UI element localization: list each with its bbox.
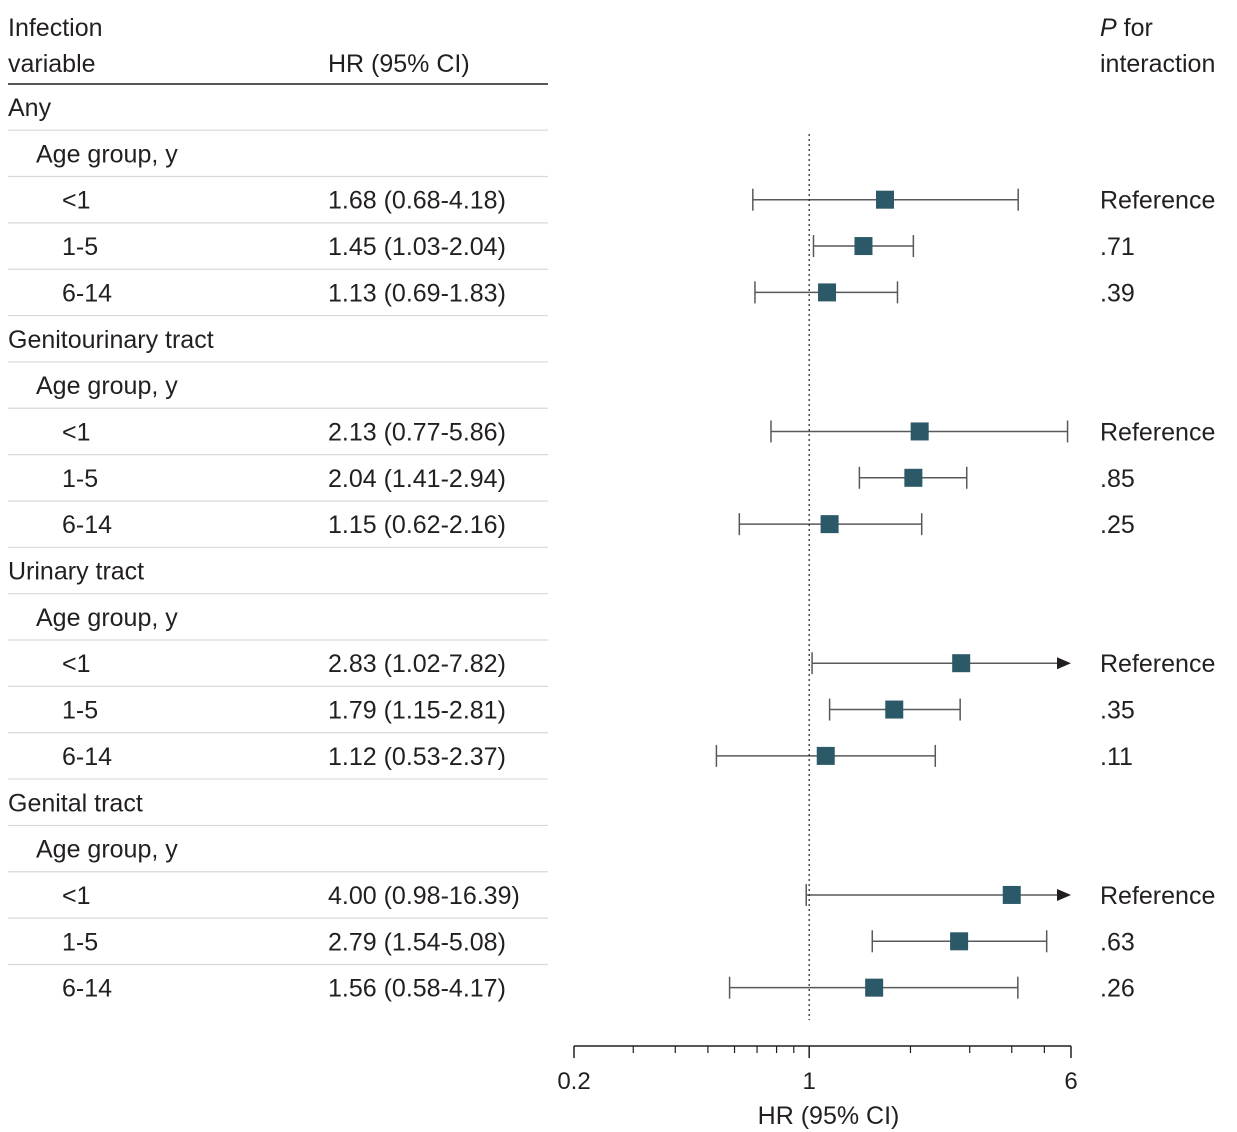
hr-value: 1.79 (1.15-2.81) xyxy=(328,697,506,725)
subgroup-label: Age group, y xyxy=(36,140,178,168)
header-p-rest: for xyxy=(1117,14,1153,42)
age-label: 6-14 xyxy=(62,743,112,771)
ci-arrow xyxy=(1057,657,1071,670)
hr-marker xyxy=(910,422,929,441)
x-axis-title: HR (95% CI) xyxy=(758,1102,900,1130)
age-label: <1 xyxy=(62,882,91,910)
hr-value: 2.83 (1.02-7.82) xyxy=(328,650,506,678)
group-label: Urinary tract xyxy=(8,558,144,586)
hr-value: 2.13 (0.77-5.86) xyxy=(328,418,506,446)
subgroup-label: Age group, y xyxy=(36,372,178,400)
x-axis: 0.2 1 6 HR (95% CI) xyxy=(557,1045,1078,1130)
hr-value: 1.45 (1.03-2.04) xyxy=(328,233,506,261)
group-label: Genital tract xyxy=(8,789,143,817)
age-label: 1-5 xyxy=(62,697,98,725)
header-hr: HR (95% CI) xyxy=(328,50,470,78)
group-label: Genitourinary tract xyxy=(8,326,214,354)
p-value: Reference xyxy=(1100,650,1215,678)
hr-value: 1.15 (0.62-2.16) xyxy=(328,511,506,539)
age-label: 1-5 xyxy=(62,928,98,956)
subgroup-label: Age group, y xyxy=(36,836,178,864)
age-label: 6-14 xyxy=(62,279,112,307)
hr-value: 1.56 (0.58-4.17) xyxy=(328,975,506,1003)
p-value: .26 xyxy=(1100,975,1135,1003)
hr-marker xyxy=(854,237,873,256)
group-label: Any xyxy=(8,94,52,122)
p-value: .71 xyxy=(1100,233,1135,261)
table-header: Infection variable HR (95% CI) P for int… xyxy=(8,14,1215,85)
hr-marker xyxy=(875,190,894,209)
subgroup-label: Age group, y xyxy=(36,604,178,632)
hr-value: 1.12 (0.53-2.37) xyxy=(328,743,506,771)
age-label: 6-14 xyxy=(62,975,112,1003)
hr-marker xyxy=(950,932,969,951)
p-value: Reference xyxy=(1100,882,1215,910)
hr-marker xyxy=(885,700,904,719)
header-variable-line2: variable xyxy=(8,50,96,78)
p-value: Reference xyxy=(1100,187,1215,215)
hr-marker xyxy=(952,654,971,673)
hr-marker xyxy=(865,978,884,997)
p-value: .85 xyxy=(1100,465,1135,493)
header-p-line2: interaction xyxy=(1100,50,1215,78)
hr-value: 1.13 (0.69-1.83) xyxy=(328,279,506,307)
hr-value: 4.00 (0.98-16.39) xyxy=(328,882,520,910)
age-label: <1 xyxy=(62,187,91,215)
axis-tick-label: 0.2 xyxy=(557,1068,590,1095)
hr-value: 2.04 (1.41-2.94) xyxy=(328,465,506,493)
hr-value: 1.68 (0.68-4.18) xyxy=(328,187,506,215)
plot-area xyxy=(715,134,1071,1020)
p-value: .11 xyxy=(1100,743,1133,771)
axis-tick-label: 6 xyxy=(1064,1068,1077,1095)
table-rows: Any Age group, y <1 1.68 (0.68-4.18) Referen… xyxy=(8,94,1215,1003)
axis-tick-label: 1 xyxy=(802,1068,815,1095)
hr-marker xyxy=(818,283,837,302)
age-label: 1-5 xyxy=(62,233,98,261)
hr-marker xyxy=(1002,885,1021,904)
age-label: <1 xyxy=(62,418,91,446)
p-value: .39 xyxy=(1100,279,1135,307)
hr-marker xyxy=(904,468,923,487)
ci-arrow xyxy=(1057,888,1071,901)
hr-marker xyxy=(816,746,835,765)
header-p-italic: P xyxy=(1100,14,1117,42)
p-value: .35 xyxy=(1100,697,1135,725)
age-label: 1-5 xyxy=(62,465,98,493)
p-value: .25 xyxy=(1100,511,1135,539)
hr-marker xyxy=(820,515,839,534)
p-value: .63 xyxy=(1100,928,1135,956)
hr-value: 2.79 (1.54-5.08) xyxy=(328,928,506,956)
header-p-line1: P for xyxy=(1100,14,1153,42)
age-label: <1 xyxy=(62,650,91,678)
age-label: 6-14 xyxy=(62,511,112,539)
header-variable-line1: Infection xyxy=(8,14,103,42)
p-value: Reference xyxy=(1100,418,1215,446)
